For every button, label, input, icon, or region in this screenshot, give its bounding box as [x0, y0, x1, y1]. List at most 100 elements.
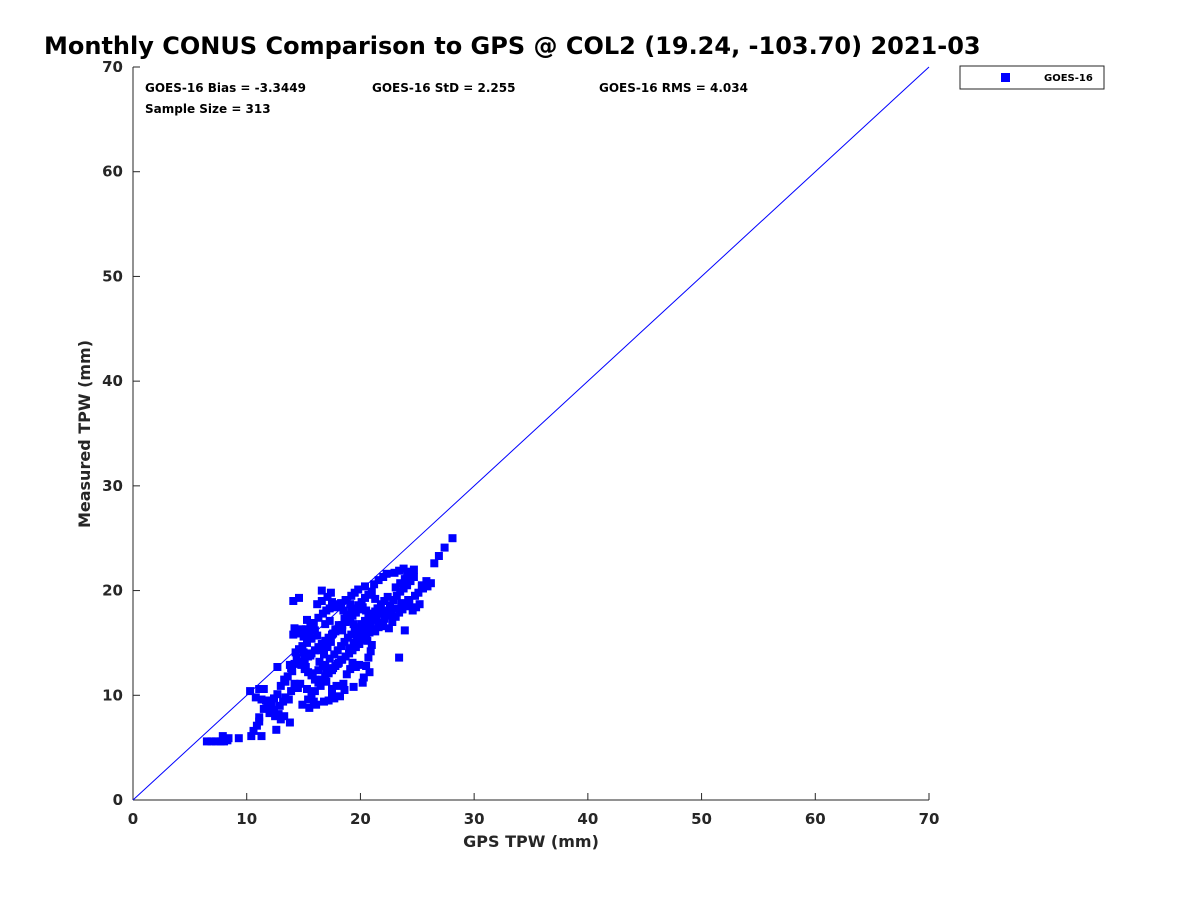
- scatter-point: [328, 685, 336, 693]
- scatter-point: [332, 602, 341, 611]
- scatter-point: [202, 737, 211, 746]
- scatter-point: [346, 665, 355, 674]
- scatter-point: [255, 713, 264, 722]
- x-tick-label: 50: [691, 810, 712, 828]
- y-tick-label: 60: [102, 163, 123, 181]
- x-tick-label: 10: [236, 810, 257, 828]
- scatter-point: [300, 665, 309, 674]
- scatter-point: [320, 650, 328, 659]
- y-tick-label: 30: [102, 477, 123, 495]
- scatter-point: [339, 679, 348, 688]
- scatter-point: [271, 712, 280, 721]
- scatter-point: [297, 625, 306, 634]
- scatter-point: [394, 604, 402, 613]
- scatter-point: [361, 582, 369, 591]
- scatter-point: [287, 687, 296, 696]
- scatter-point: [350, 627, 359, 636]
- scatter-point: [395, 653, 404, 662]
- scatter-point: [414, 588, 423, 597]
- scatter-point: [406, 577, 415, 586]
- scatter-point: [257, 695, 266, 704]
- scatter-point: [389, 596, 398, 604]
- scatter-point: [314, 613, 323, 622]
- scatter-point: [392, 591, 401, 600]
- scatter-point: [290, 659, 299, 668]
- scatter-point: [324, 696, 333, 705]
- scatter-point: [332, 681, 341, 690]
- scatter-point: [397, 599, 406, 608]
- chart-title: Monthly CONUS Comparison to GPS @ COL2 (…: [44, 32, 981, 60]
- scatter-point: [252, 721, 261, 730]
- scatter-point: [303, 685, 311, 693]
- scatter-point: [320, 697, 328, 706]
- scatter-point: [289, 630, 298, 639]
- scatter-point: [380, 597, 389, 605]
- scatter-point: [321, 620, 330, 629]
- y-tick-label: 40: [102, 372, 123, 390]
- scatter-point: [290, 624, 299, 633]
- std-stat: GOES-16 StD = 2.255: [372, 81, 515, 95]
- scatter-point: [358, 635, 367, 644]
- scatter-point: [363, 636, 372, 645]
- scatter-point: [270, 694, 278, 703]
- scatter-point: [400, 626, 409, 635]
- scatter-point: [423, 582, 432, 591]
- scatter-point: [262, 696, 270, 705]
- scatter-point: [255, 685, 264, 693]
- scatter-point: [296, 679, 305, 688]
- scatter-point: [340, 686, 349, 694]
- x-tick-label: 60: [805, 810, 826, 828]
- scatter-point: [293, 684, 302, 692]
- scatter-point: [354, 585, 363, 594]
- scatter-point: [364, 653, 373, 662]
- scatter-point: [314, 666, 323, 675]
- scatter-point: [409, 565, 418, 574]
- x-tick-label: 30: [464, 810, 485, 828]
- scatter-point: [273, 663, 282, 671]
- scatter-point: [422, 577, 431, 586]
- scatter-point: [333, 646, 342, 655]
- scatter-point: [330, 650, 339, 659]
- scatter-point: [289, 597, 298, 605]
- scatter-point: [279, 697, 288, 706]
- scatter-point: [353, 634, 361, 643]
- scatter-point: [434, 552, 443, 560]
- scatter-point: [247, 732, 256, 741]
- scatter-point: [315, 657, 324, 666]
- scatter-point: [341, 596, 350, 604]
- scatter-point: [325, 654, 334, 663]
- scatter-point: [325, 616, 334, 625]
- scatter-point: [448, 534, 457, 543]
- scatter-point: [400, 575, 409, 584]
- scatter-point: [218, 732, 227, 741]
- scatter-point: [331, 662, 340, 670]
- scatter-point: [290, 679, 299, 688]
- scatter-point: [304, 695, 313, 704]
- scatter-point: [337, 642, 346, 651]
- scatter-point: [292, 653, 301, 662]
- scatter-point: [383, 592, 392, 601]
- scatter-point: [287, 664, 296, 673]
- scatter-point: [246, 687, 255, 696]
- scatter-point: [355, 660, 364, 669]
- x-tick-label: 20: [350, 810, 371, 828]
- y-tick-label: 0: [113, 791, 123, 809]
- scatter-point: [310, 687, 319, 696]
- scatter-point: [342, 670, 351, 679]
- scatter-point: [387, 610, 396, 619]
- scatter-point: [362, 662, 371, 670]
- scatter-point: [378, 606, 386, 615]
- y-tick-label: 70: [102, 58, 123, 76]
- scatter-point: [305, 703, 314, 712]
- legend-label-goes16: GOES-16: [1044, 73, 1093, 84]
- scatter-point: [284, 695, 293, 704]
- axis-ticks: 0 10 20 30 40 50 60 70 0 10 20 30 40 50 60 70: [102, 58, 939, 828]
- scatter-point: [362, 631, 371, 640]
- scatter-point: [303, 638, 311, 647]
- x-tick-label: 40: [577, 810, 598, 828]
- plot-area: [132, 67, 929, 801]
- scatter-point: [328, 598, 336, 607]
- scatter-point: [409, 573, 418, 581]
- scatter-point: [415, 600, 424, 609]
- y-tick-label: 10: [102, 686, 123, 704]
